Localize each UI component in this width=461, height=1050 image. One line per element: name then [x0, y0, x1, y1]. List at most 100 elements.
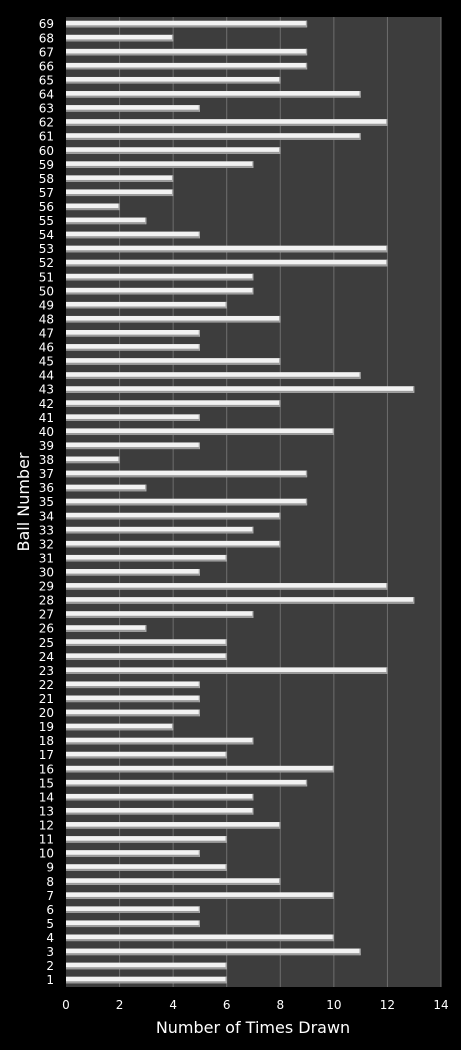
y-tick-label: 51 [39, 270, 54, 284]
bar-group [66, 934, 334, 942]
bar-group [66, 822, 281, 829]
bar-group [66, 681, 200, 689]
bar-group [66, 231, 200, 239]
y-tick-label: 37 [39, 467, 54, 481]
y-tick-label: 63 [39, 102, 54, 116]
bar-edge [252, 611, 254, 618]
bar [66, 189, 174, 197]
y-tick-label: 49 [39, 298, 54, 312]
bar-group [66, 344, 200, 351]
bar-edge [225, 639, 227, 646]
bar-shadow [66, 629, 147, 632]
bar-edge [225, 554, 227, 562]
bar [66, 962, 227, 970]
bar-group [66, 259, 388, 267]
bar [66, 681, 200, 689]
bar [66, 119, 388, 126]
bar-group [66, 315, 281, 323]
bar [66, 737, 254, 745]
bar-edge [413, 386, 415, 393]
bar-shadow [66, 643, 227, 646]
bar-edge [305, 48, 308, 56]
bar-group [66, 91, 361, 98]
bar-edge [279, 315, 281, 323]
bar-edge [198, 906, 200, 913]
bar-edge [225, 653, 227, 660]
bar [66, 765, 334, 773]
bar [66, 484, 147, 492]
bar [66, 948, 361, 956]
y-tick-label: 29 [39, 580, 54, 594]
bar-shadow [66, 742, 254, 745]
bar-shadow [66, 868, 227, 871]
bar-group [66, 625, 147, 632]
bar-group [66, 540, 281, 548]
bar-shadow [66, 686, 200, 689]
bar-edge [252, 737, 254, 745]
bar-group [66, 428, 334, 436]
bar-shadow [66, 854, 200, 857]
bar-edge [198, 568, 200, 576]
bar-shadow [66, 700, 200, 703]
bar-edge [252, 273, 254, 281]
bar-group [66, 695, 200, 703]
y-tick-label: 34 [39, 509, 54, 523]
bar-edge [171, 34, 174, 42]
bar-shadow [66, 404, 281, 407]
x-axis-title: Number of Times Drawn [156, 1018, 350, 1037]
bar-group [66, 189, 174, 197]
bar [66, 301, 227, 309]
y-tick-labels: 1234567891011121314151617181920212223242… [39, 17, 54, 987]
y-tick-label: 33 [39, 523, 54, 537]
y-tick-label: 47 [39, 327, 54, 341]
bar-shadow [66, 714, 200, 717]
y-tick-label: 52 [39, 256, 54, 270]
bar [66, 133, 361, 140]
bar-group [66, 161, 254, 168]
bar [66, 48, 308, 56]
y-tick-label: 42 [39, 397, 54, 411]
y-tick-label: 45 [39, 355, 54, 369]
bar-group [66, 372, 361, 379]
bar-group [66, 287, 254, 295]
bar-shadow [66, 179, 174, 182]
y-tick-label: 19 [39, 720, 54, 734]
bar-shadow [66, 39, 174, 42]
bar-shadow [66, 559, 227, 562]
bar [66, 245, 388, 253]
bar-group [66, 386, 415, 393]
bar-edge [279, 76, 281, 84]
y-tick-label: 46 [39, 341, 54, 355]
bar [66, 807, 254, 815]
bar-edge [332, 892, 334, 899]
bar-edge [413, 597, 415, 604]
bar-shadow [66, 826, 281, 829]
bar-group [66, 62, 308, 70]
bar-edge [198, 330, 200, 337]
y-tick-label: 62 [39, 116, 54, 130]
x-tick-label: 10 [326, 998, 341, 1012]
y-tick-label: 56 [39, 200, 54, 214]
bar-edge [279, 400, 281, 407]
bar-group [66, 583, 388, 590]
bar-shadow [66, 489, 147, 492]
bar [66, 583, 388, 590]
bar [66, 456, 120, 464]
bar-edge [225, 962, 227, 970]
bar-group [66, 709, 200, 717]
bar [66, 892, 334, 899]
y-tick-label: 44 [39, 369, 54, 383]
bar-group [66, 48, 308, 56]
bar-shadow [66, 939, 334, 942]
bar-edge [171, 189, 174, 197]
bar-edge [198, 681, 200, 689]
bar-group [66, 203, 120, 211]
bar [66, 175, 174, 182]
bar-shadow [66, 390, 415, 393]
bar-group [66, 920, 200, 928]
bar-group [66, 133, 361, 140]
y-tick-label: 48 [39, 312, 54, 326]
bar [66, 554, 227, 562]
bar-shadow [66, 573, 200, 576]
bar [66, 568, 200, 576]
